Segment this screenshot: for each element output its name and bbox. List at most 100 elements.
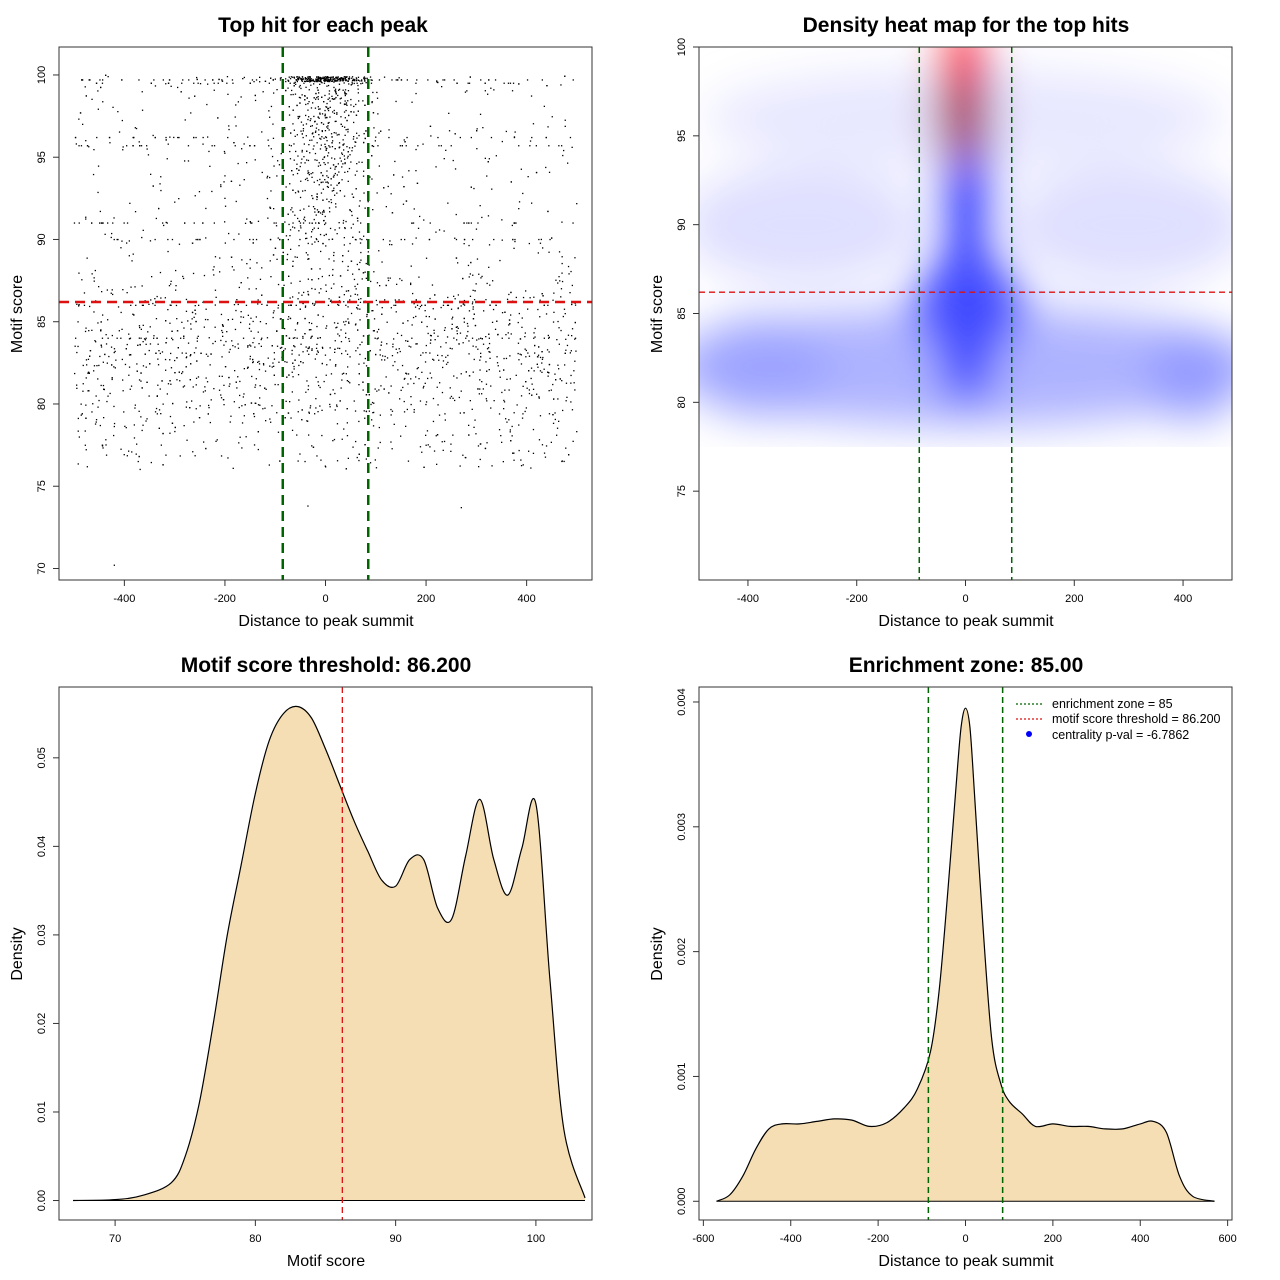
scatter-point xyxy=(326,85,328,87)
score-density-area xyxy=(73,706,585,1201)
scatter-point xyxy=(557,364,559,366)
scatter-point xyxy=(307,77,310,80)
scatter-point xyxy=(195,238,197,241)
scatter-point xyxy=(327,77,330,79)
scatter-point xyxy=(101,445,104,447)
scatter-point xyxy=(322,188,324,190)
scatter-point xyxy=(83,304,86,306)
scatter-point xyxy=(562,154,564,157)
scatter-point xyxy=(135,127,138,130)
scatter-point xyxy=(541,444,544,446)
scatter-point xyxy=(215,296,217,298)
scatter-point xyxy=(86,466,88,468)
scatter-point xyxy=(391,355,394,357)
scatter-point xyxy=(156,295,158,298)
scatter-point xyxy=(347,170,349,173)
scatter-point xyxy=(306,80,308,82)
scatter-point xyxy=(319,233,322,236)
scatter-point xyxy=(298,292,300,294)
scatter-point xyxy=(100,86,102,89)
scatter-xticks: -400 -200 0 200 400 xyxy=(113,580,536,605)
scatter-point xyxy=(152,302,154,305)
scatter-point xyxy=(289,235,291,237)
scatter-point xyxy=(312,446,315,448)
scatter-point xyxy=(362,100,364,102)
scatter-point xyxy=(531,383,533,385)
scatter-point xyxy=(325,284,327,286)
scatter-point xyxy=(287,213,289,215)
scatter-point xyxy=(284,221,286,223)
scatter-point xyxy=(289,78,292,80)
scatter-point xyxy=(558,420,560,422)
scatter-point xyxy=(511,435,513,437)
scatter-point xyxy=(510,440,512,442)
scatter-point xyxy=(444,327,446,329)
scatter-point xyxy=(205,377,207,379)
scatter-point xyxy=(354,174,356,176)
scatter-point xyxy=(531,136,533,139)
scatter-point xyxy=(316,96,318,99)
scatter-point xyxy=(419,400,422,402)
scatter-point xyxy=(312,132,314,134)
scatter-ytick-label: 75 xyxy=(36,480,48,492)
scatter-point xyxy=(76,387,78,389)
scatter-point xyxy=(129,202,131,204)
scatter-point xyxy=(318,129,320,131)
scatter-point xyxy=(85,218,87,220)
scatter-point xyxy=(346,104,348,106)
scatter-point xyxy=(330,178,332,180)
scatter-point xyxy=(345,103,347,105)
scatter-point xyxy=(286,361,288,363)
scatter-point xyxy=(311,243,313,245)
scatter-point xyxy=(170,304,172,306)
scatter-point xyxy=(311,349,313,351)
scatter-point xyxy=(171,422,174,424)
scatter-point xyxy=(299,84,301,87)
scatter-point xyxy=(354,80,356,82)
scatter-point xyxy=(359,308,361,310)
scatter-point xyxy=(343,76,345,78)
scatter-point xyxy=(345,350,347,352)
scatter-point xyxy=(416,368,418,370)
scatter-point xyxy=(361,80,363,82)
scatter-point xyxy=(345,109,347,112)
scatter-point xyxy=(233,142,235,144)
scatter-point xyxy=(229,383,231,385)
scatter-point xyxy=(338,304,340,306)
scatter-point xyxy=(131,260,133,262)
scatter-point xyxy=(331,157,333,159)
scatter-point xyxy=(300,78,302,80)
scatter-point xyxy=(561,262,563,265)
scatter-point xyxy=(509,323,511,325)
scatter-point xyxy=(242,78,244,80)
scatter-point xyxy=(338,171,340,173)
scatter-point xyxy=(361,79,363,81)
scatter-point xyxy=(465,457,467,459)
scatter-point xyxy=(195,347,197,349)
scatter-point xyxy=(316,193,318,195)
scatter-point xyxy=(454,237,456,239)
scatter-point xyxy=(343,111,346,113)
scatter-point xyxy=(318,92,320,94)
scatter-point xyxy=(357,220,359,222)
scatter-point xyxy=(304,306,307,308)
scatter-point xyxy=(93,311,95,313)
scatter-point xyxy=(562,315,564,318)
scatter-point xyxy=(493,238,495,241)
scatter-point xyxy=(524,410,526,413)
scatter-point xyxy=(327,186,329,188)
scatter-point xyxy=(321,346,324,348)
scatter-point xyxy=(324,215,326,218)
scatter-point xyxy=(107,319,109,321)
scatter-point xyxy=(338,89,340,91)
scatter-point xyxy=(333,322,336,324)
scatter-point xyxy=(312,302,314,305)
scatter-point xyxy=(441,391,444,394)
scatter-point xyxy=(241,405,243,407)
scatter-point xyxy=(390,385,392,387)
scatter-point xyxy=(317,98,319,100)
scatter-point xyxy=(362,175,365,177)
scatter-point xyxy=(349,299,351,301)
scatter-point xyxy=(344,76,346,78)
scatter-point xyxy=(316,142,318,144)
